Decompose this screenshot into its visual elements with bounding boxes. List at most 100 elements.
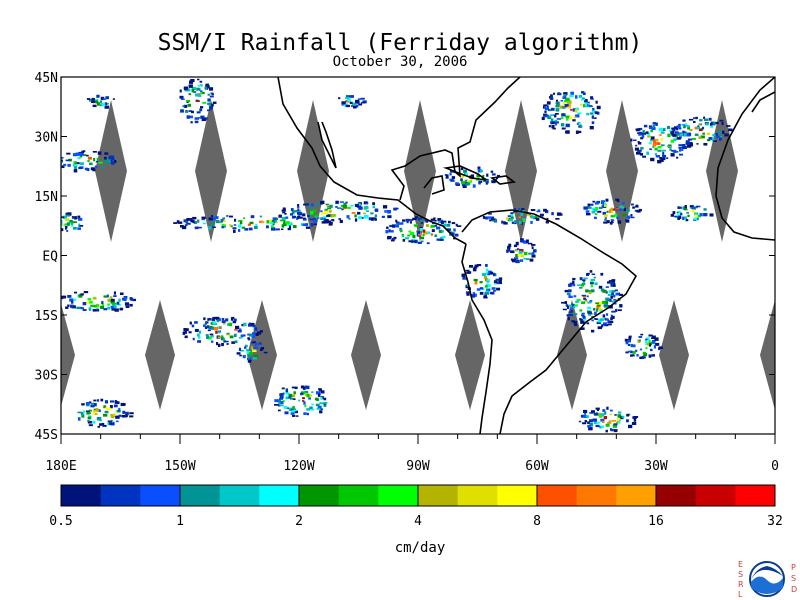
- rain-pixel: [694, 214, 698, 218]
- rain-pixel: [598, 285, 603, 289]
- rain-pixel: [582, 315, 586, 319]
- rain-pixel: [591, 410, 595, 413]
- rain-pixel: [244, 346, 247, 349]
- rain-pixel: [293, 391, 296, 395]
- rain-pixel: [609, 298, 612, 302]
- rain-pixel: [474, 264, 479, 268]
- rain-pixel: [351, 212, 356, 214]
- rain-pixel: [640, 333, 644, 336]
- rain-pixel: [605, 291, 608, 294]
- rain-pixel: [247, 223, 251, 226]
- rain-pixel: [323, 403, 327, 407]
- rain-pixel: [490, 170, 494, 173]
- rain-pixel: [631, 422, 637, 425]
- rain-pixel: [486, 288, 489, 292]
- rain-pixel: [102, 424, 107, 427]
- rain-pixel: [488, 212, 492, 215]
- rain-pixel: [582, 279, 586, 282]
- rain-pixel: [92, 420, 96, 424]
- rain-pixel: [320, 210, 323, 213]
- rain-pixel: [563, 92, 568, 96]
- rain-pixel: [81, 403, 85, 406]
- rain-pixel: [87, 168, 90, 172]
- rain-pixel: [309, 213, 312, 218]
- rain-pixel: [648, 354, 653, 357]
- rain-pixel: [238, 337, 243, 339]
- rain-pixel: [271, 219, 276, 223]
- rain-pixel: [686, 212, 689, 214]
- rain-pixel: [638, 339, 641, 342]
- rain-pixel: [603, 304, 609, 307]
- colorbar-tick-label: 16: [648, 514, 664, 529]
- rain-pixel: [555, 101, 560, 104]
- rain-pixel: [520, 259, 524, 262]
- rain-pixel: [685, 219, 689, 222]
- rain-pixel: [199, 80, 203, 83]
- rain-pixel: [650, 348, 653, 352]
- rain-pixel: [574, 114, 579, 118]
- rain-pixel: [591, 210, 596, 214]
- rain-pixel: [658, 127, 663, 132]
- rain-pixel: [431, 229, 435, 233]
- rain-pixel: [561, 105, 564, 109]
- rain-pixel: [491, 173, 496, 176]
- rain-pixel: [192, 219, 195, 224]
- rain-pixel: [231, 341, 236, 344]
- rain-pixel: [648, 340, 651, 343]
- rain-pixel: [569, 308, 573, 311]
- lat-label: 45S: [35, 428, 58, 443]
- rain-pixel: [240, 350, 245, 352]
- rain-pixel: [233, 224, 237, 226]
- rain-pixel: [98, 409, 101, 413]
- rain-pixel: [650, 129, 653, 133]
- rain-pixel: [673, 138, 677, 142]
- rain-pixel: [184, 224, 188, 226]
- rain-pixel: [589, 105, 592, 107]
- rain-pixel: [615, 308, 618, 313]
- rain-pixel: [585, 210, 590, 213]
- rain-pixel: [68, 158, 72, 162]
- rain-pixel: [583, 277, 588, 280]
- rain-pixel: [433, 217, 436, 220]
- rain-pixel: [597, 412, 601, 417]
- rain-pixel: [545, 114, 550, 118]
- rain-pixel: [310, 223, 314, 227]
- rain-pixel: [181, 225, 187, 230]
- rain-pixel: [221, 318, 225, 321]
- rain-pixel: [266, 225, 269, 229]
- rain-pixel: [95, 308, 99, 311]
- rain-pixel: [507, 215, 511, 217]
- rain-pixel: [587, 421, 590, 424]
- rain-pixel: [75, 152, 81, 156]
- rain-pixel: [427, 231, 430, 235]
- rain-pixel: [417, 241, 422, 244]
- rain-pixel: [103, 308, 108, 311]
- rain-pixel: [462, 185, 467, 189]
- rain-pixel: [312, 218, 316, 221]
- rain-pixel: [461, 273, 466, 277]
- rain-pixel: [587, 311, 592, 315]
- rain-pixel: [197, 84, 202, 87]
- rain-pixel: [272, 217, 277, 221]
- rain-pixel: [539, 213, 544, 217]
- rain-pixel: [252, 332, 256, 335]
- rain-pixel: [110, 413, 114, 417]
- rain-pixel: [243, 322, 247, 327]
- rain-pixel: [670, 131, 675, 134]
- no-data-swath: [606, 100, 638, 242]
- rain-pixel: [229, 335, 234, 339]
- rain-pixel: [306, 385, 310, 390]
- rain-pixel: [300, 391, 305, 394]
- rain-pixel: [490, 216, 495, 220]
- rain-pixel: [438, 221, 441, 223]
- rain-pixel: [635, 144, 638, 147]
- rain-pixel: [463, 169, 466, 173]
- rain-pixel: [387, 215, 392, 219]
- rain-pixel: [402, 238, 406, 242]
- rain-pixel: [646, 337, 650, 341]
- lon-label: 120W: [283, 459, 314, 474]
- rain-pixel: [618, 411, 622, 414]
- rain-pixel: [487, 216, 492, 219]
- rain-pixel: [611, 310, 616, 313]
